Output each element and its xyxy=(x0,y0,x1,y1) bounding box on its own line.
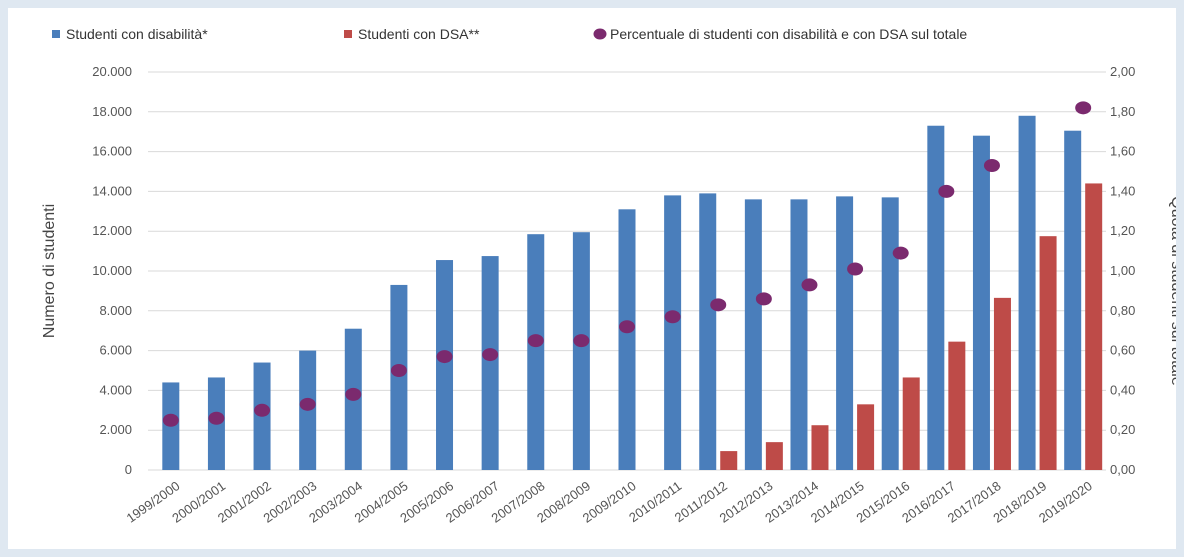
left-axis-ticks: 0 2.000 4.000 6.000 8.000 10.000 12.000 14.000 1… xyxy=(92,64,132,477)
points xyxy=(162,101,1092,427)
legend: Studenti con disabilità* Studenti con DSA… xyxy=(52,26,967,42)
bar-disabilita xyxy=(744,199,762,471)
percentage-point xyxy=(938,184,955,198)
right-tick-label: 1,80 xyxy=(1110,104,1135,119)
percentage-point xyxy=(847,262,864,276)
chart-svg: Studenti con disabilità* Studenti con DSA… xyxy=(41,26,1176,526)
percentage-point xyxy=(299,397,316,411)
percentage-point xyxy=(162,413,179,427)
bar-disabilita xyxy=(1018,115,1036,470)
legend-label: Studenti con DSA** xyxy=(358,26,480,42)
right-tick-label: 0,60 xyxy=(1110,343,1135,358)
bar-disabilita xyxy=(972,135,990,470)
percentage-point xyxy=(436,350,453,364)
percentage-point xyxy=(664,310,681,324)
right-tick-label: 1,00 xyxy=(1110,263,1135,278)
right-tick-label: 0,20 xyxy=(1110,422,1135,437)
bar-dsa xyxy=(1085,183,1103,470)
bars xyxy=(162,115,1103,471)
percentage-point xyxy=(345,387,362,401)
percentage-point xyxy=(482,348,499,362)
bar-disabilita xyxy=(527,234,545,470)
right-tick-label: 1,60 xyxy=(1110,144,1135,159)
bar-disabilita xyxy=(790,199,808,471)
percentage-point xyxy=(801,278,818,292)
percentage-point xyxy=(573,334,590,348)
bar-dsa xyxy=(902,377,920,470)
percentage-point xyxy=(527,334,544,348)
right-axis-title: Quota di studenti sul totale xyxy=(1168,196,1176,386)
bar-dsa xyxy=(720,451,738,470)
left-tick-label: 16.000 xyxy=(92,144,132,159)
bar-disabilita xyxy=(927,125,945,470)
right-tick-label: 2,00 xyxy=(1110,64,1135,79)
bar-dsa xyxy=(1039,236,1057,470)
bar-disabilita xyxy=(390,284,408,470)
bar-dsa xyxy=(993,297,1011,470)
left-tick-label: 18.000 xyxy=(92,104,132,119)
percentage-point xyxy=(208,411,225,425)
percentage-point xyxy=(619,320,635,334)
bar-dsa xyxy=(765,442,783,470)
left-tick-label: 12.000 xyxy=(92,223,132,238)
bar-disabilita xyxy=(481,256,499,470)
legend-swatch-percentage xyxy=(593,28,607,40)
left-tick-label: 10.000 xyxy=(92,263,132,278)
left-tick-label: 0 xyxy=(125,462,132,477)
bar-dsa xyxy=(811,425,829,470)
right-tick-label: 0,80 xyxy=(1110,303,1135,318)
left-tick-label: 4.000 xyxy=(99,382,132,397)
left-tick-label: 2.000 xyxy=(99,422,132,437)
percentage-point xyxy=(390,364,407,377)
bar-dsa xyxy=(857,404,875,470)
percentage-point xyxy=(254,403,271,417)
legend-label: Studenti con disabilità* xyxy=(66,26,208,42)
bar-disabilita xyxy=(699,193,717,470)
left-tick-label: 6.000 xyxy=(99,343,132,358)
legend-swatch xyxy=(52,30,60,38)
percentage-point xyxy=(983,159,1000,173)
percentage-point xyxy=(1075,101,1092,115)
right-tick-label: 0,00 xyxy=(1110,462,1135,477)
bar-disabilita xyxy=(881,197,899,470)
bar-disabilita xyxy=(572,232,590,470)
right-tick-label: 0,40 xyxy=(1110,382,1135,397)
bar-disabilita xyxy=(436,260,454,470)
percentage-point xyxy=(755,292,772,306)
chart-frame: Studenti con disabilità* Studenti con DSA… xyxy=(8,8,1176,549)
x-axis-ticks: 1999/20002000/20012001/20022002/20032003… xyxy=(124,478,1095,526)
left-tick-label: 8.000 xyxy=(99,303,132,318)
legend-label: Percentuale di studenti con disabilità e… xyxy=(610,26,967,42)
left-tick-label: 14.000 xyxy=(92,183,132,198)
right-tick-label: 1,40 xyxy=(1110,183,1135,198)
percentage-point xyxy=(710,298,727,312)
bar-disabilita xyxy=(836,196,854,470)
right-axis-ticks: 0,00 0,20 0,40 0,60 0,80 1,00 1,20 1,40 1,60 1,80… xyxy=(1110,64,1135,477)
legend-swatch xyxy=(344,30,352,38)
left-tick-label: 20.000 xyxy=(92,64,132,79)
bar-disabilita xyxy=(664,195,682,470)
bar-dsa xyxy=(948,341,966,470)
percentage-point xyxy=(892,246,909,260)
right-tick-label: 1,20 xyxy=(1110,223,1135,238)
bar-disabilita xyxy=(1064,130,1082,470)
bar-disabilita xyxy=(618,209,636,470)
left-axis-title: Numero di studenti xyxy=(41,204,58,338)
